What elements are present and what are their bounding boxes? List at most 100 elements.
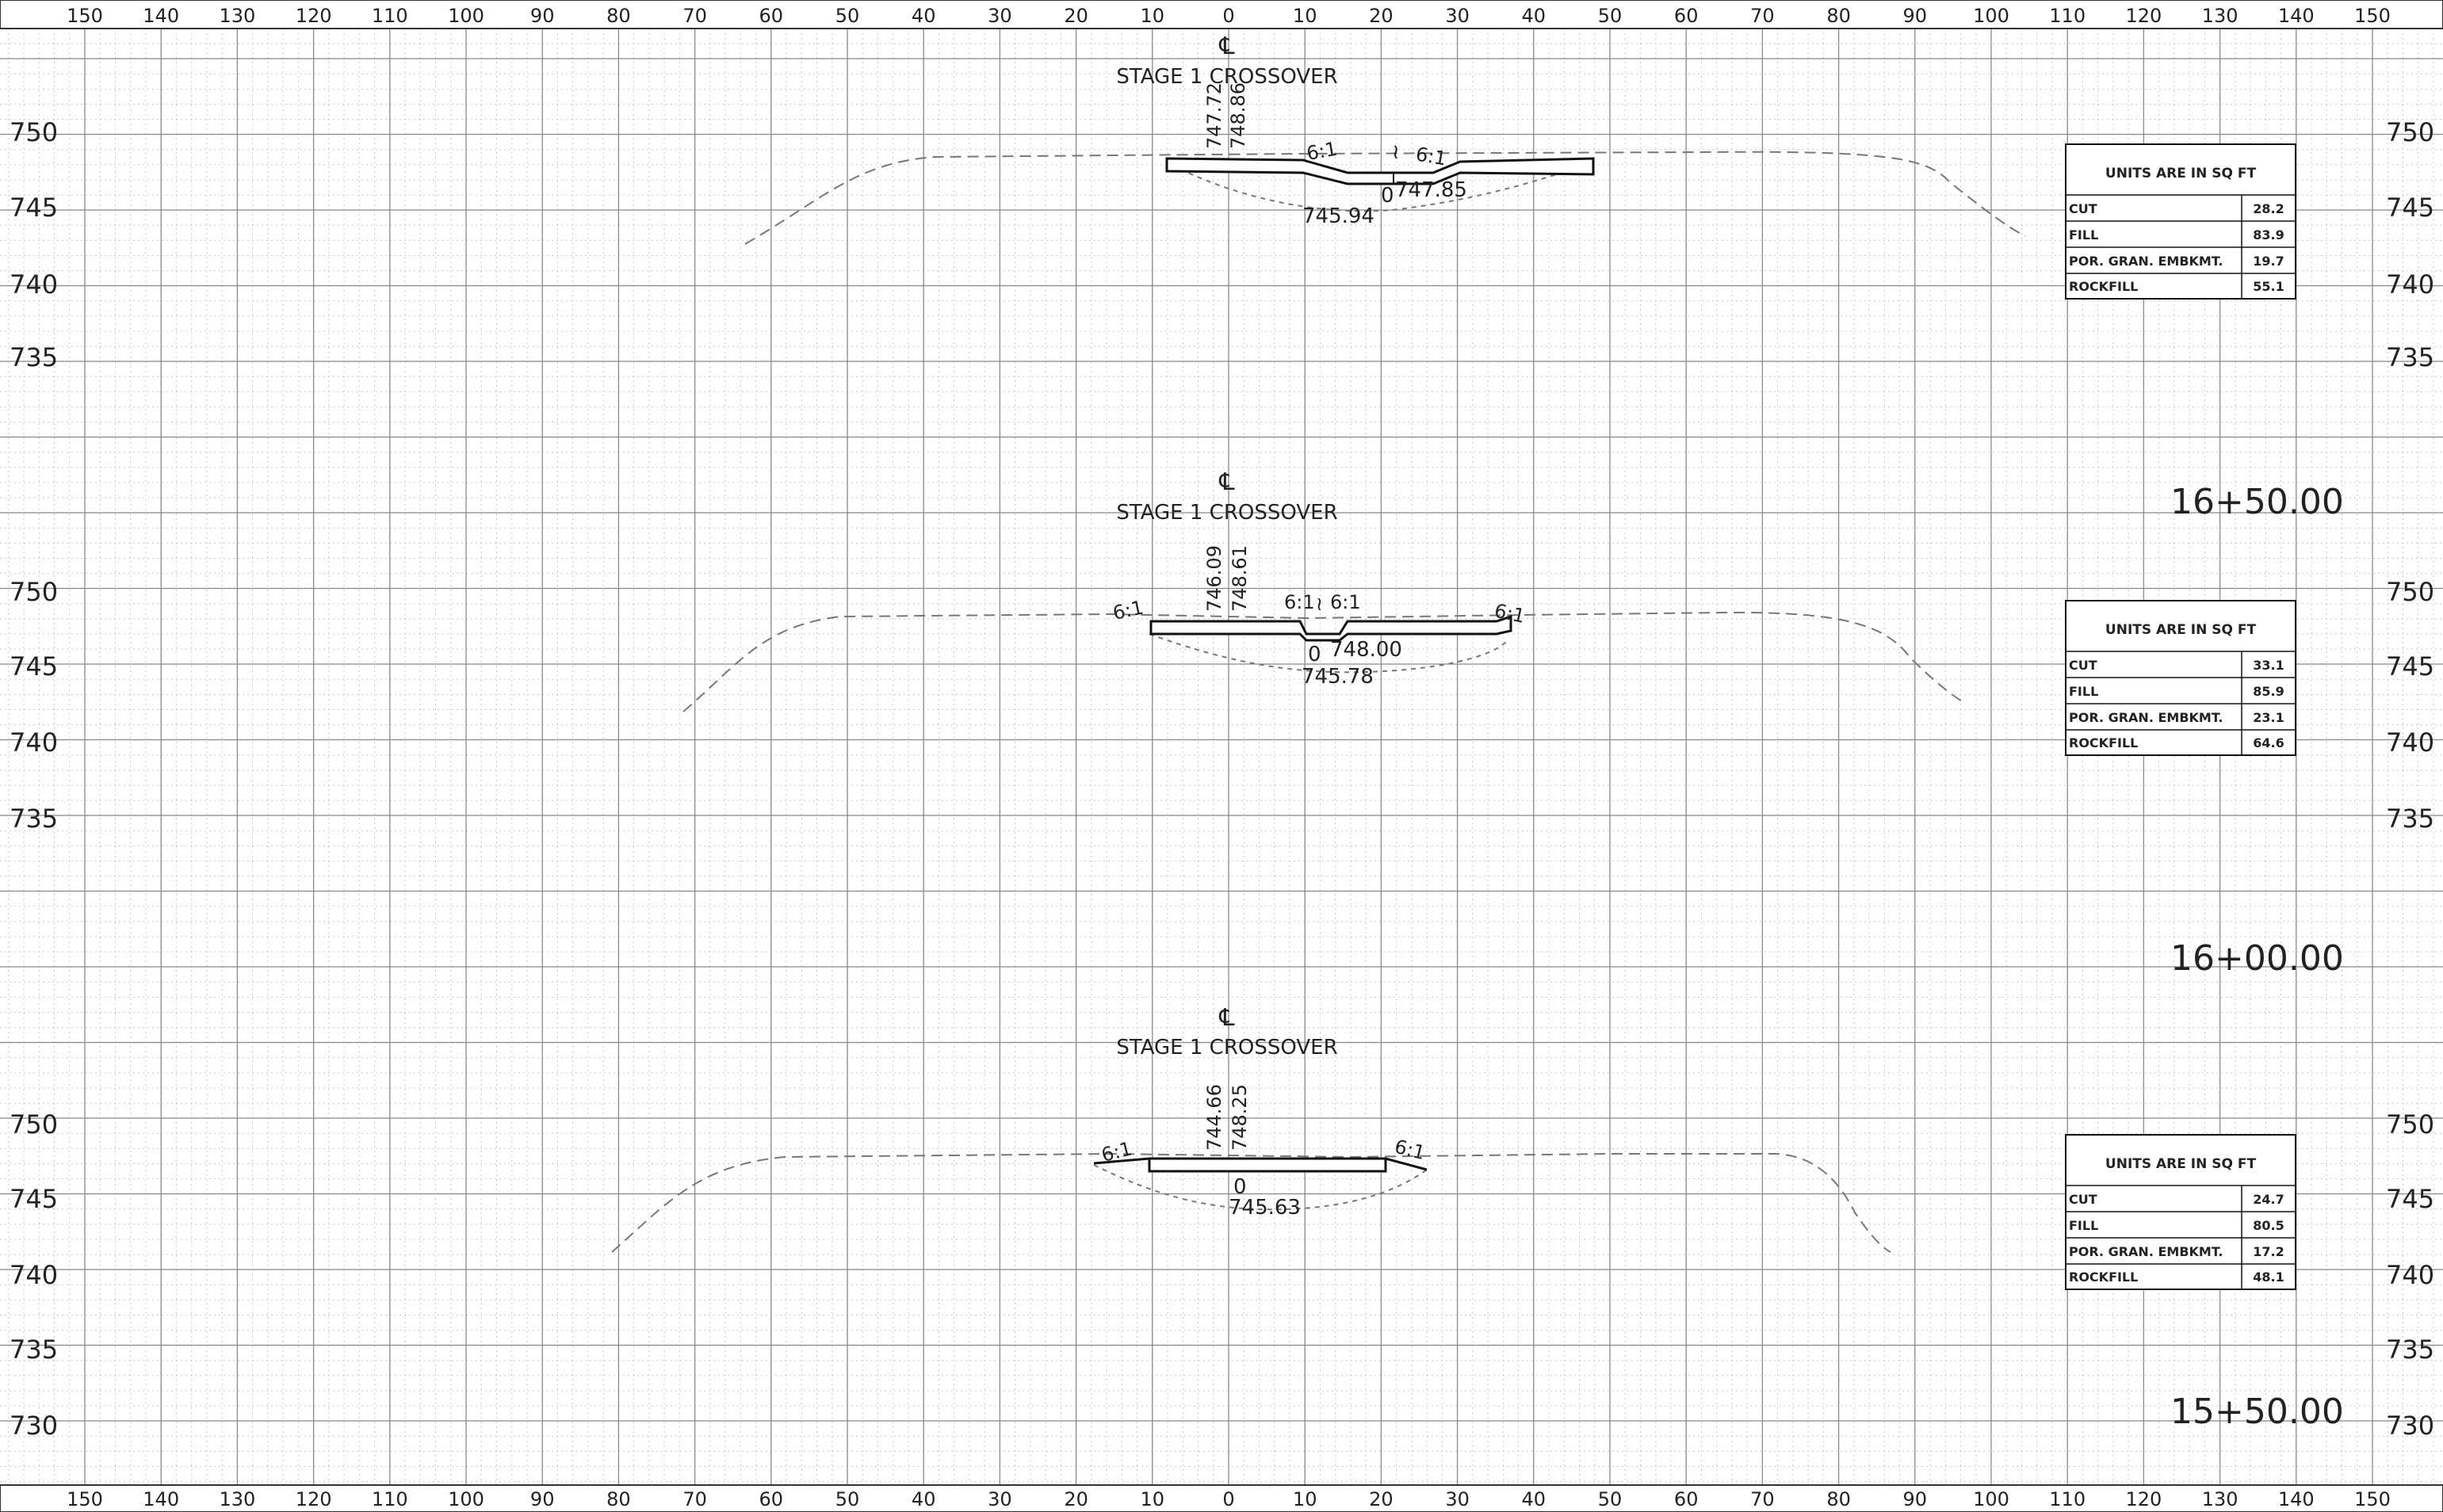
station-label: 15+50.00 bbox=[2170, 1392, 2344, 1432]
ruler-tick-label: 130 bbox=[219, 1488, 255, 1510]
ruler-tick-label: 150 bbox=[2354, 1488, 2391, 1510]
elev-label-left: 750 bbox=[10, 1109, 58, 1140]
subgrade-line bbox=[1149, 633, 1507, 674]
elev-label-right: 750 bbox=[2386, 117, 2434, 147]
ruler-tick-label: 20 bbox=[1369, 5, 1394, 27]
quantity-label: CUT bbox=[2069, 201, 2097, 216]
ruler-tick-label: 60 bbox=[1674, 5, 1699, 27]
elevation-label-vertical: 744.66 bbox=[1203, 1084, 1225, 1151]
slope-label: 6:1 bbox=[1305, 138, 1339, 165]
elev-label-left: 740 bbox=[10, 1260, 58, 1290]
elevation-label: 747.85 bbox=[1395, 178, 1467, 202]
ruler-tick-label: 120 bbox=[296, 5, 332, 27]
ruler-tick-label: 10 bbox=[1141, 5, 1165, 27]
ruler-tick-label: 40 bbox=[912, 5, 936, 27]
ruler-tick-label: 100 bbox=[448, 1488, 484, 1510]
quantity-label: POR. GRAN. EMBKMT. bbox=[2069, 1244, 2223, 1259]
quantity-label: ROCKFILL bbox=[2069, 1270, 2138, 1285]
quantities-table: UNITS ARE IN SQ FT CUT 28.2 FILL 83.9 PO… bbox=[2065, 143, 2296, 300]
elev-label-left: 730 bbox=[10, 1411, 58, 1441]
ruler-tick-label: 50 bbox=[1598, 5, 1623, 27]
quantity-value: 80.5 bbox=[2253, 1218, 2284, 1233]
quantity-value: 19.7 bbox=[2253, 254, 2284, 269]
elev-label-left: 745 bbox=[10, 193, 58, 223]
quantity-value: 17.2 bbox=[2253, 1244, 2284, 1259]
ruler-tick-label: 50 bbox=[835, 1488, 860, 1510]
centerline-symbol: ℄ bbox=[1218, 1004, 1234, 1032]
ruler-tick-label: 70 bbox=[1750, 5, 1775, 27]
ruler-tick-label: 50 bbox=[1598, 1488, 1623, 1510]
quantity-label: POR. GRAN. EMBKMT. bbox=[2069, 254, 2223, 269]
ruler-tick-label: 40 bbox=[1522, 1488, 1546, 1510]
quantity-value: 48.1 bbox=[2253, 1270, 2284, 1285]
slope-label: 6:1 bbox=[1414, 143, 1448, 170]
quantity-label: CUT bbox=[2069, 658, 2097, 673]
ruler-tick-label: 30 bbox=[1445, 5, 1470, 27]
ruler-tick-label: 110 bbox=[372, 1488, 408, 1510]
elev-label-right: 735 bbox=[2386, 804, 2434, 834]
elev-label-right: 745 bbox=[2386, 651, 2434, 682]
quantity-label: FILL bbox=[2069, 1218, 2098, 1233]
ruler-tick-label: 80 bbox=[606, 1488, 631, 1510]
ruler-tick-label: 110 bbox=[2049, 5, 2086, 27]
elev-label-right: 745 bbox=[2386, 1184, 2434, 1214]
ruler-tick-label: 20 bbox=[1064, 1488, 1088, 1510]
quantity-value: 83.9 bbox=[2253, 227, 2284, 242]
ruler-tick-label: 70 bbox=[1750, 1488, 1775, 1510]
elevation-label-vertical: 747.72 bbox=[1203, 82, 1225, 149]
elevation-label: 745.78 bbox=[1302, 665, 1374, 689]
section-3: ℄ STAGE 1 CROSSOVER 750 745 740 735 730 … bbox=[10, 1004, 2434, 1441]
ruler-tick-label: 120 bbox=[2125, 5, 2162, 27]
ruler-tick-label: 150 bbox=[67, 5, 103, 27]
elev-label-right: 735 bbox=[2386, 1334, 2434, 1365]
ruler-tick-label: 110 bbox=[2049, 1488, 2086, 1510]
slope-line-right bbox=[1385, 1157, 1428, 1171]
ruler-tick-label: 30 bbox=[988, 5, 1012, 27]
subgrade-line bbox=[1171, 162, 1594, 212]
break-symbol: ≀ bbox=[1316, 593, 1323, 615]
ruler-tick-label: 30 bbox=[988, 1488, 1012, 1510]
crossover-pavement bbox=[1165, 157, 1595, 185]
slope-line-left bbox=[1093, 1157, 1150, 1165]
ruler-tick-label: 90 bbox=[530, 5, 555, 27]
elev-label-right: 750 bbox=[2386, 1109, 2434, 1140]
section-title: STAGE 1 CROSSOVER bbox=[1116, 1036, 1337, 1060]
elev-label-right: 750 bbox=[2386, 577, 2434, 607]
elev-label-left: 745 bbox=[10, 1184, 58, 1214]
ruler-tick-label: 100 bbox=[1973, 5, 2009, 27]
quantity-value: 23.1 bbox=[2253, 710, 2284, 725]
ruler-tick-label: 60 bbox=[1674, 1488, 1699, 1510]
elev-label-left: 750 bbox=[10, 577, 58, 607]
ruler-tick-label: 60 bbox=[759, 1488, 784, 1510]
elev-label-left: 740 bbox=[10, 727, 58, 758]
elev-label-left: 745 bbox=[10, 651, 58, 682]
quantities-table: UNITS ARE IN SQ FT CUT 24.7 FILL 80.5 PO… bbox=[2065, 1134, 2296, 1290]
ruler-tick-label: 120 bbox=[296, 1488, 332, 1510]
top-ruler-labels: 150 140 130 120 110 100 90 80 70 60 50 40 30 20 10 0 10 2… bbox=[67, 5, 2391, 27]
elev-label-left: 750 bbox=[10, 117, 58, 147]
ruler-tick-label: 100 bbox=[1973, 1488, 2009, 1510]
ruler-tick-label: 140 bbox=[2278, 5, 2315, 27]
ruler-tick-label: 130 bbox=[219, 5, 255, 27]
quantity-value: 85.9 bbox=[2253, 684, 2284, 699]
elevation-label-vertical: 746.09 bbox=[1203, 545, 1225, 612]
quantity-label: POR. GRAN. EMBKMT. bbox=[2069, 710, 2223, 725]
elevation-label: 748.00 bbox=[1330, 638, 1402, 662]
ruler-tick-label: 80 bbox=[1826, 5, 1851, 27]
elev-label-right: 745 bbox=[2386, 193, 2434, 223]
ruler-tick-label: 0 bbox=[1222, 1488, 1234, 1510]
ruler-tick-label: 110 bbox=[372, 5, 408, 27]
ruler-tick-label: 10 bbox=[1293, 1488, 1317, 1510]
crossover-pavement bbox=[1149, 614, 1512, 642]
elevation-label: 745.63 bbox=[1229, 1196, 1301, 1220]
quantities-header: UNITS ARE IN SQ FT bbox=[2105, 166, 2257, 181]
ruler-tick-label: 30 bbox=[1445, 1488, 1470, 1510]
quantities-header: UNITS ARE IN SQ FT bbox=[2105, 622, 2257, 638]
bottom-ruler-labels: 150 140 130 120 110 100 90 80 70 60 50 40 30 20 10 0 10 2… bbox=[67, 1488, 2391, 1510]
ruler-tick-label: 150 bbox=[67, 1488, 103, 1510]
point-marker: 0 bbox=[1308, 643, 1321, 666]
ruler-tick-label: 50 bbox=[835, 5, 860, 27]
existing-ground-line bbox=[611, 1152, 1891, 1253]
section-title: STAGE 1 CROSSOVER bbox=[1116, 501, 1337, 525]
